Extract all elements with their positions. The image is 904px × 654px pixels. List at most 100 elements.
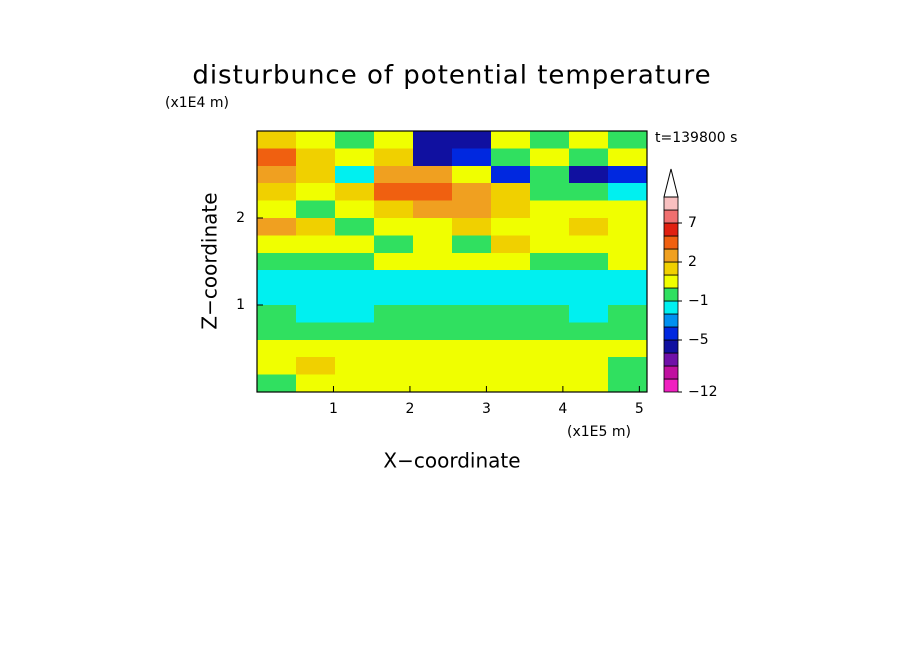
field-cell	[569, 339, 609, 358]
field-cell	[608, 183, 648, 202]
field-cell	[296, 235, 336, 254]
field-cell	[335, 287, 375, 306]
colorbar-swatch	[663, 365, 679, 380]
field-cell	[608, 287, 648, 306]
field-cell	[296, 148, 336, 167]
field-cell	[296, 270, 336, 289]
field-cell	[569, 374, 609, 393]
field-cell	[413, 305, 453, 323]
x-tick-label: 1	[329, 401, 338, 417]
field-cell	[608, 374, 648, 393]
colorbar-swatch	[663, 352, 679, 367]
field-cell	[413, 183, 453, 202]
colorbar-tick-label: 7	[688, 215, 697, 231]
field-cell	[413, 235, 453, 254]
field-cell	[374, 339, 414, 358]
field-cell	[257, 339, 297, 358]
field-cell	[608, 218, 648, 236]
field-cell	[413, 252, 453, 271]
field-cell	[257, 165, 297, 184]
colorbar-swatch	[663, 378, 679, 393]
field-cell	[296, 339, 336, 358]
field-cell	[491, 374, 531, 393]
field-cell	[491, 287, 531, 306]
colorbar-swatch	[663, 300, 679, 315]
field-cell	[608, 165, 648, 184]
field-cell	[530, 131, 570, 149]
x-unit: (x1E5 m)	[567, 424, 631, 440]
field-cell	[296, 305, 336, 323]
field-cell	[452, 374, 492, 393]
field-cell	[452, 235, 492, 254]
field-cell	[452, 270, 492, 289]
field-cell	[530, 218, 570, 236]
field-cell	[413, 374, 453, 393]
field-cell	[491, 218, 531, 236]
field-cell	[530, 339, 570, 358]
field-cell	[452, 165, 492, 184]
colorbar-swatch	[663, 248, 679, 263]
field-cell	[413, 322, 453, 341]
field-cell	[296, 218, 336, 236]
field-cell	[374, 305, 414, 323]
field-cell	[374, 183, 414, 202]
field-cell	[296, 374, 336, 393]
colorbar-swatch	[663, 287, 679, 302]
field-cell	[257, 374, 297, 393]
field-cell	[374, 131, 414, 149]
field-cell	[257, 357, 297, 376]
field-cell	[491, 252, 531, 271]
field	[257, 131, 648, 393]
field-cell	[413, 339, 453, 358]
plot-frame	[256, 130, 648, 393]
field-cell	[257, 252, 297, 271]
field-cell	[335, 322, 375, 341]
field-cell	[257, 200, 297, 219]
field-cell	[296, 131, 336, 149]
field-cell	[413, 287, 453, 306]
field-cell	[530, 322, 570, 341]
field-cell	[257, 305, 297, 323]
field-cell	[257, 322, 297, 341]
colorbar-tick-label: 2	[688, 254, 697, 270]
field-cell	[257, 287, 297, 306]
field-cell	[569, 252, 609, 271]
field-cell	[413, 218, 453, 236]
time-label: t=139800 s	[655, 130, 737, 146]
field-cell	[491, 339, 531, 358]
field-cell	[452, 131, 492, 149]
colorbar-swatch	[663, 222, 679, 237]
colorbar-swatch	[663, 235, 679, 250]
field-cell	[257, 270, 297, 289]
field-cell	[413, 165, 453, 184]
field-cell	[374, 252, 414, 271]
axes: 1 2 3 4 512−12−5−127	[236, 130, 718, 417]
field-cell	[608, 235, 648, 254]
field-cell	[296, 165, 336, 184]
colorbar-swatch	[663, 326, 679, 341]
field-cell	[335, 270, 375, 289]
field-cell	[530, 287, 570, 306]
field-cell	[530, 374, 570, 393]
field-cell	[452, 322, 492, 341]
colorbar-swatch	[663, 339, 679, 354]
field-cell	[491, 165, 531, 184]
field-cell	[335, 183, 375, 202]
field-cell	[257, 131, 297, 149]
field-cell	[569, 235, 609, 254]
field-cell	[491, 235, 531, 254]
field-cell	[335, 374, 375, 393]
field-cell	[569, 305, 609, 323]
field-cell	[491, 200, 531, 219]
field-cell	[608, 322, 648, 341]
field-cell	[296, 200, 336, 219]
field-cell	[569, 131, 609, 149]
field-cell	[491, 183, 531, 202]
y-tick-label: 2	[236, 210, 245, 226]
colorbar-tick-label: −1	[688, 293, 709, 309]
field-cell	[296, 357, 336, 376]
field-cell	[608, 252, 648, 271]
field-cell	[374, 235, 414, 254]
field-cell	[530, 200, 570, 219]
chart-title: disturbunce of potential temperature	[192, 61, 711, 91]
